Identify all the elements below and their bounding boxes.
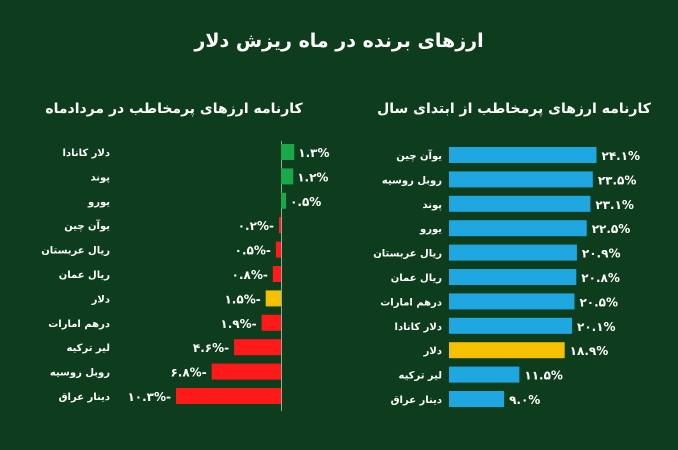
ytd-value-label: ۲۳.۵% <box>598 173 637 187</box>
monthly-chart-title: کارنامه ارزهای پرمخاطب در مردادماه <box>45 101 303 117</box>
monthly-value-label: ۱.۲% <box>297 170 328 184</box>
monthly-bar <box>278 217 281 234</box>
ytd-category-label: ریال عربستان <box>373 249 442 260</box>
monthly-value-label: -۱.۵% <box>224 292 260 306</box>
monthly-category-label: ریال عمان <box>59 270 110 281</box>
ytd-category-label: ریال عمان <box>391 273 442 284</box>
ytd-category-label: دلار <box>423 346 442 357</box>
monthly-bar <box>281 144 295 160</box>
ytd-bar <box>449 147 597 163</box>
ytd-category-label: دلار کانادا <box>395 322 442 333</box>
monthly-value-label: -۶.۸% <box>170 366 206 380</box>
monthly-bar <box>234 339 281 356</box>
ytd-bar <box>449 342 565 359</box>
ytd-value-label: ۱۸.۹% <box>570 344 609 358</box>
monthly-category-label: لیر ترکیه <box>67 343 110 354</box>
main-title: ارزهای برنده در ماه ریزش دلار <box>194 30 484 52</box>
monthly-category-label: دینار عراق <box>59 392 110 403</box>
monthly-value-label: ۱.۳% <box>298 146 329 160</box>
ytd-value-label: ۲۲.۵% <box>592 222 631 236</box>
ytd-category-label: درهم امارات <box>380 297 442 308</box>
ytd-category-label: لیر ترکیه <box>399 371 442 382</box>
monthly-bar <box>272 266 281 282</box>
monthly-value-label: -۴.۶% <box>193 341 229 355</box>
ytd-value-label: ۲۰.۵% <box>579 295 618 309</box>
ytd-bar-chart: ۲۴.۱% یوآن چین ۲۳.۵% روبل روسیه ۲۳.۱% پوند ۲۲.… <box>373 147 640 407</box>
monthly-value-label: -۱۰.۳% <box>127 390 171 404</box>
monthly-bar <box>281 168 294 185</box>
ytd-bar <box>449 317 573 334</box>
monthly-bar <box>265 290 281 307</box>
monthly-category-label: دلار <box>91 294 110 305</box>
monthly-category-label: درهم امارات <box>48 319 110 330</box>
ytd-bar <box>449 244 577 261</box>
monthly-bar <box>261 314 281 331</box>
ytd-category-label: یوآن چین <box>396 149 442 162</box>
monthly-value-label: -۱.۹% <box>220 317 256 331</box>
monthly-value-label: -۰.۲% <box>238 219 274 233</box>
monthly-category-label: روبل روسیه <box>50 368 110 379</box>
monthly-bar <box>176 388 281 404</box>
ytd-value-label: ۲۴.۱% <box>602 149 641 163</box>
monthly-category-label: دلار کانادا <box>63 148 110 159</box>
ytd-bar <box>449 293 575 310</box>
ytd-category-label: روبل روسیه <box>382 175 442 186</box>
ytd-bar <box>449 171 593 188</box>
monthly-category-label: ریال عربستان <box>41 246 110 257</box>
ytd-bar <box>449 366 520 383</box>
ytd-value-label: ۲۰.۹% <box>582 247 621 261</box>
monthly-bar-chart: ۱.۳% دلار کانادا ۱.۲% پوند ۰.۵% یورو -۰.۲% یوآن… <box>41 141 329 411</box>
monthly-value-label: -۰.۵% <box>235 244 271 258</box>
ytd-value-label: ۲۳.۱% <box>595 198 634 212</box>
monthly-category-label: یورو <box>87 197 110 208</box>
ytd-value-label: ۲۰.۸% <box>581 271 620 285</box>
ytd-chart-title: کارنامه ارزهای پرمخاطب از ابتدای سال <box>377 101 651 117</box>
monthly-bar <box>281 192 287 209</box>
monthly-bar <box>211 363 281 380</box>
monthly-category-label: پوند <box>90 172 110 183</box>
ytd-value-label: ۹.۰% <box>509 393 540 407</box>
monthly-value-label: -۰.۸% <box>232 268 268 282</box>
monthly-category-label: یوآن چین <box>64 219 110 232</box>
ytd-value-label: ۲۰.۱% <box>577 320 616 334</box>
ytd-bar <box>449 269 577 285</box>
ytd-category-label: دینار عراق <box>391 395 442 406</box>
ytd-bar <box>449 391 505 407</box>
ytd-bar <box>449 220 587 237</box>
ytd-category-label: پوند <box>422 200 442 211</box>
ytd-category-label: یورو <box>419 224 442 235</box>
ytd-bar <box>449 195 591 212</box>
monthly-value-label: ۰.۵% <box>290 195 321 209</box>
monthly-bar <box>275 241 281 258</box>
ytd-value-label: ۱۱.۵% <box>524 369 563 383</box>
